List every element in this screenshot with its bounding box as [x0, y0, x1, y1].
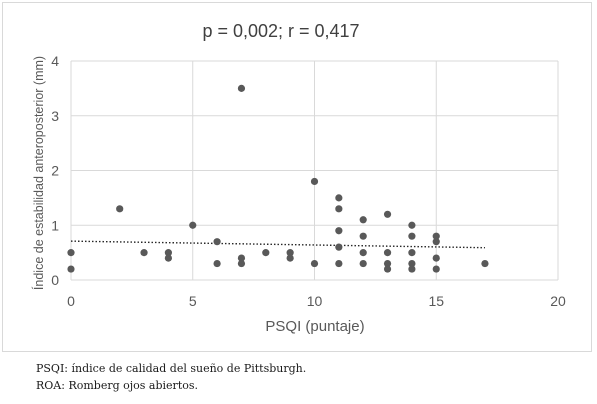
data-point — [408, 259, 416, 268]
chart-frame: 0 1 2 3 4 0 5 10 15 20 p = 0,002; r = 0,417 PSQI … — [2, 2, 592, 352]
data-point — [335, 259, 343, 268]
data-point — [359, 249, 367, 257]
x-tick-label: 0 — [67, 293, 75, 309]
data-point — [432, 254, 440, 262]
data-point — [408, 265, 416, 273]
footnote-roa: ROA: Romberg ojos abiertos. — [36, 379, 198, 392]
data-point — [408, 221, 416, 229]
x-tick-label: 10 — [307, 293, 323, 309]
data-point — [359, 232, 367, 240]
data-point — [67, 249, 75, 257]
data-point — [67, 265, 75, 273]
y-tick-label: 4 — [51, 53, 59, 69]
y-tick-label: 0 — [51, 272, 59, 288]
trendline — [70, 240, 485, 249]
y-tick-label: 1 — [51, 217, 59, 233]
data-point — [432, 232, 440, 240]
x-tick-label: 15 — [428, 293, 444, 309]
data-point — [335, 205, 343, 213]
data-point — [140, 249, 148, 257]
data-point — [237, 254, 246, 262]
data-point — [310, 177, 319, 186]
data-point — [383, 259, 392, 268]
data-point — [189, 221, 197, 229]
footnote-psqi: PSQI: índice de calidad del sueño de Pit… — [36, 362, 307, 375]
data-point — [383, 265, 392, 273]
data-point — [237, 259, 246, 268]
data-point — [481, 259, 489, 268]
trendline-layer — [70, 240, 485, 249]
data-point — [408, 232, 416, 240]
data-point — [262, 249, 270, 257]
scatter-chart: 0 1 2 3 4 0 5 10 15 20 p = 0,002; r = 0,417 PSQI … — [31, 21, 566, 335]
x-tick-label: 20 — [550, 293, 566, 309]
y-axis-title: Índice de estabilidad anteroposterior (m… — [31, 56, 46, 290]
data-point — [164, 254, 172, 262]
data-point — [432, 265, 440, 273]
data-point — [383, 249, 392, 257]
data-points — [67, 84, 489, 273]
y-tick-label: 2 — [51, 163, 59, 179]
y-tick-label: 3 — [51, 108, 59, 124]
data-point — [432, 238, 440, 246]
data-point — [237, 84, 246, 92]
data-point — [213, 238, 221, 246]
grid-lines — [70, 60, 559, 281]
data-point — [213, 259, 221, 268]
x-axis-title: PSQI (puntaje) — [265, 318, 364, 335]
data-point — [335, 227, 343, 235]
data-point — [383, 210, 392, 218]
data-point — [286, 254, 294, 262]
data-point — [359, 216, 367, 224]
data-point — [408, 249, 416, 257]
data-point — [359, 259, 367, 268]
tick-labels: 0 1 2 3 4 0 5 10 15 20 — [51, 53, 566, 309]
data-point — [164, 249, 172, 257]
data-point — [116, 205, 124, 213]
data-point — [286, 249, 294, 257]
x-tick-label: 5 — [189, 293, 197, 309]
data-point — [335, 243, 343, 251]
chart-title: p = 0,002; r = 0,417 — [202, 21, 359, 41]
data-point — [310, 259, 319, 268]
data-point — [335, 194, 343, 202]
